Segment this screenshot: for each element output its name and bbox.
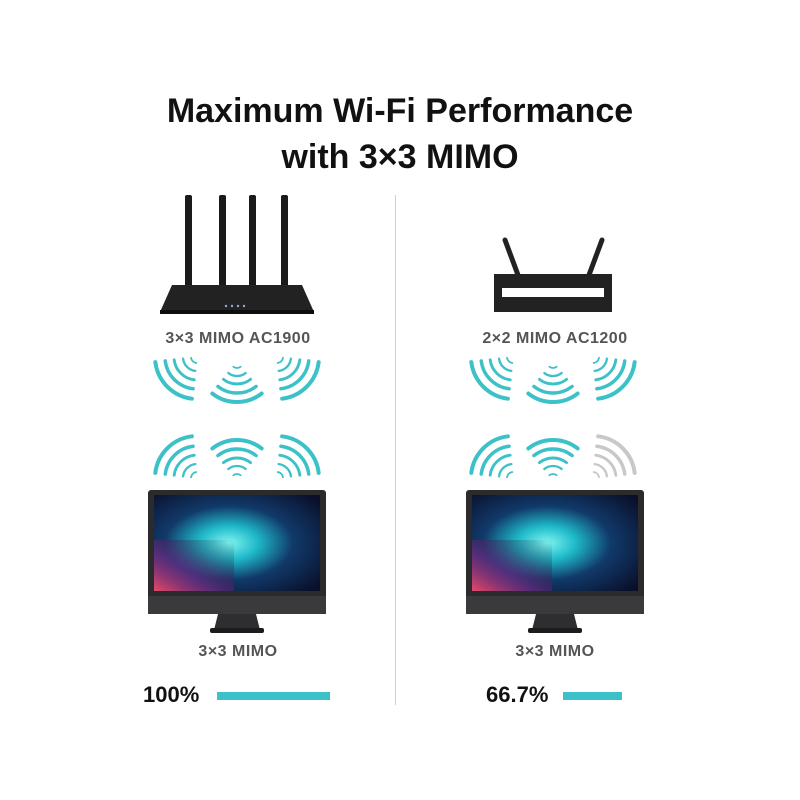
wave-arc xyxy=(277,357,293,373)
wifi-signal-icon xyxy=(592,356,637,401)
wave-arc xyxy=(543,371,563,378)
right-device-label: 3×3 MIMO xyxy=(515,643,595,660)
wave-arc xyxy=(232,473,242,477)
wave-arc xyxy=(153,434,194,475)
left-performance-bar xyxy=(217,692,330,700)
wave-arc xyxy=(278,358,302,382)
wave-arc xyxy=(543,464,563,471)
wave-arc xyxy=(497,462,513,478)
wave-arc xyxy=(594,358,618,382)
title-line-1: Maximum Wi-Fi Performance xyxy=(166,92,634,130)
left-device-label: 3×3 MIMO xyxy=(198,643,278,660)
wave-arc xyxy=(190,356,198,364)
wave-arc xyxy=(506,356,514,364)
wave-arc xyxy=(222,377,252,386)
wave-arc xyxy=(210,391,264,404)
router-ac1200-icon xyxy=(494,237,612,312)
wave-arc xyxy=(595,444,627,476)
page-title: Maximum Wi-Fi Performance with 3×3 MIMO xyxy=(0,88,800,180)
wave-arc xyxy=(548,365,558,369)
wave-arc xyxy=(227,464,247,471)
wifi-signal-icon xyxy=(276,434,321,479)
router-ac1900-icon xyxy=(160,195,314,314)
right-performance-bar xyxy=(563,692,622,700)
wave-arc xyxy=(469,434,510,475)
wave-arc xyxy=(232,365,242,369)
wave-arc xyxy=(163,359,195,391)
wave-arc xyxy=(488,453,512,477)
wifi-signal-icon xyxy=(526,365,580,404)
wave-arc xyxy=(279,359,311,391)
wifi-signal-icon xyxy=(592,434,637,479)
wifi-signal-icon xyxy=(153,356,198,401)
wifi-signal-icon xyxy=(276,356,321,401)
wave-arc xyxy=(280,434,321,475)
monitor-icon xyxy=(466,490,644,633)
wave-arc xyxy=(479,444,511,476)
wave-arc xyxy=(506,471,514,479)
wave-arc xyxy=(488,358,512,382)
wave-arc xyxy=(216,384,258,395)
wave-arc xyxy=(277,462,293,478)
wave-arc xyxy=(538,377,568,386)
wave-arc xyxy=(596,360,637,401)
monitor-icon xyxy=(148,490,326,633)
wave-arc xyxy=(181,462,197,478)
wave-arc xyxy=(532,447,574,458)
wave-arc xyxy=(594,453,618,477)
wifi-signal-icon xyxy=(153,434,198,479)
wave-arc xyxy=(596,434,637,475)
wave-arc xyxy=(526,438,580,451)
wave-arc xyxy=(216,447,258,458)
wave-arc xyxy=(222,456,252,465)
wave-arc xyxy=(469,360,510,401)
wave-arc xyxy=(479,359,511,391)
left-performance-value: 100% xyxy=(143,682,200,707)
wave-arc xyxy=(592,356,600,364)
right-performance-value: 66.7% xyxy=(486,682,549,707)
wifi-signal-icon xyxy=(210,365,264,404)
wave-arc xyxy=(276,356,284,364)
wifi-signal-icon xyxy=(210,438,264,477)
wave-arc xyxy=(280,360,321,401)
wave-arc xyxy=(532,384,574,395)
wave-arc xyxy=(172,453,196,477)
wifi-signal-icon xyxy=(526,438,580,477)
wave-arc xyxy=(538,456,568,465)
wave-arc xyxy=(190,471,198,479)
wave-arc xyxy=(278,453,302,477)
wave-arc xyxy=(153,360,194,401)
right-router-label: 2×2 MIMO AC1200 xyxy=(482,330,628,347)
title-line-2: with 3×3 MIMO xyxy=(281,138,519,176)
wave-arc xyxy=(279,444,311,476)
wave-arc xyxy=(595,359,627,391)
wave-arc xyxy=(276,471,284,479)
wave-arc xyxy=(163,444,195,476)
wave-arc xyxy=(548,473,558,477)
wave-arc xyxy=(593,462,609,478)
wifi-signal-icon xyxy=(469,356,514,401)
wave-arc xyxy=(592,471,600,479)
wave-arc xyxy=(227,371,247,378)
left-router-label: 3×3 MIMO AC1900 xyxy=(165,330,311,347)
wave-arc xyxy=(181,357,197,373)
wave-arc xyxy=(172,358,196,382)
wave-arc xyxy=(526,391,580,404)
wave-arc xyxy=(210,438,264,451)
wifi-signal-icon xyxy=(469,434,514,479)
wave-arc xyxy=(593,357,609,373)
divider xyxy=(395,195,396,705)
wave-arc xyxy=(497,357,513,373)
